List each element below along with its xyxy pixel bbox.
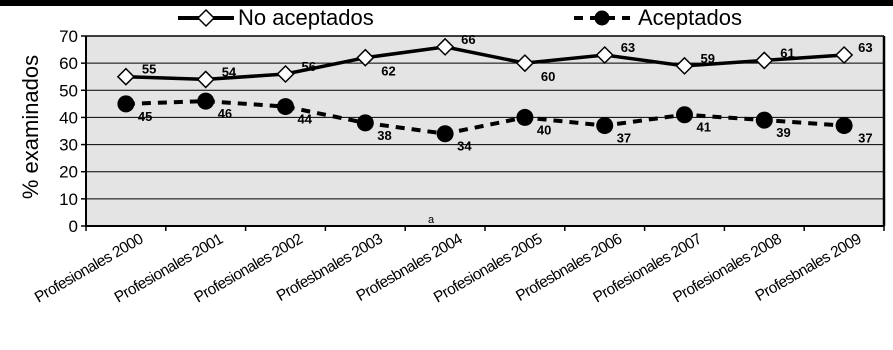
data-label: 60 xyxy=(541,69,555,84)
point-no-aceptados xyxy=(755,51,774,70)
y-tick-label: 10 xyxy=(59,190,78,209)
y-tick-label: 50 xyxy=(59,81,78,100)
data-label: 54 xyxy=(222,64,237,79)
data-label: 55 xyxy=(142,62,156,77)
point-aceptados xyxy=(835,117,853,135)
legend: No aceptados Aceptados xyxy=(178,5,742,30)
point-aceptados xyxy=(436,125,454,143)
data-label: 38 xyxy=(377,128,391,143)
point-aceptados xyxy=(676,106,693,124)
data-label: 59 xyxy=(701,51,715,66)
y-tick-label: 20 xyxy=(59,163,78,182)
data-label: 46 xyxy=(218,106,232,121)
data-label: 56 xyxy=(302,59,316,74)
data-label: 45 xyxy=(138,109,152,124)
data-label: 66 xyxy=(461,32,475,47)
data-label: 44 xyxy=(298,112,313,127)
y-tick-label: 60 xyxy=(59,54,78,73)
point-aceptados xyxy=(277,98,294,116)
y-tick-label: 40 xyxy=(59,108,78,127)
point-no-aceptados xyxy=(436,37,455,56)
legend-label-aceptados: Aceptados xyxy=(638,5,742,30)
point-no-aceptados xyxy=(835,45,854,65)
y-axis-label: % examinados xyxy=(18,55,43,199)
point-aceptados xyxy=(197,92,215,110)
plot-area xyxy=(86,36,884,226)
data-label: 63 xyxy=(858,40,872,55)
y-tick-label: 30 xyxy=(59,136,78,155)
point-aceptados xyxy=(356,114,374,132)
data-label: 37 xyxy=(858,131,872,146)
y-tick-label: 70 xyxy=(59,27,78,46)
data-label: 61 xyxy=(780,45,794,60)
point-no-aceptados xyxy=(356,48,375,67)
annotation-a: a xyxy=(428,214,435,226)
point-no-aceptados xyxy=(276,64,295,84)
data-label: 40 xyxy=(537,122,551,137)
legend-marker-aceptados xyxy=(594,10,610,26)
point-aceptados xyxy=(117,95,135,113)
header-bar xyxy=(0,0,893,6)
y-tick-label: 0 xyxy=(69,217,78,236)
point-no-aceptados xyxy=(196,70,215,89)
y-axis-ticks: 0 10 20 30 40 50 60 70 xyxy=(59,27,86,236)
point-aceptados xyxy=(755,111,773,129)
point-no-aceptados xyxy=(116,67,135,86)
data-label: 62 xyxy=(381,64,395,79)
point-aceptados xyxy=(596,117,614,135)
point-no-aceptados xyxy=(595,45,614,65)
data-label: 41 xyxy=(697,120,711,135)
series-line-no-aceptados xyxy=(125,45,845,82)
data-label: 34 xyxy=(457,139,472,154)
series-line-aceptados xyxy=(125,99,845,136)
data-label: 63 xyxy=(621,40,635,55)
data-label: 39 xyxy=(776,125,790,140)
point-aceptados xyxy=(516,108,534,126)
data-labels: 55 54 56 62 66 60 63 59 61 63 45 46 44 38 34 40 37 41 39 37 xyxy=(138,32,873,154)
series-group xyxy=(116,37,854,143)
legend-label-no-aceptados: No aceptados xyxy=(238,5,374,30)
point-no-aceptados xyxy=(675,56,694,75)
point-no-aceptados xyxy=(515,54,534,73)
data-label: 37 xyxy=(617,131,631,146)
legend-marker-no-aceptados xyxy=(196,8,216,28)
